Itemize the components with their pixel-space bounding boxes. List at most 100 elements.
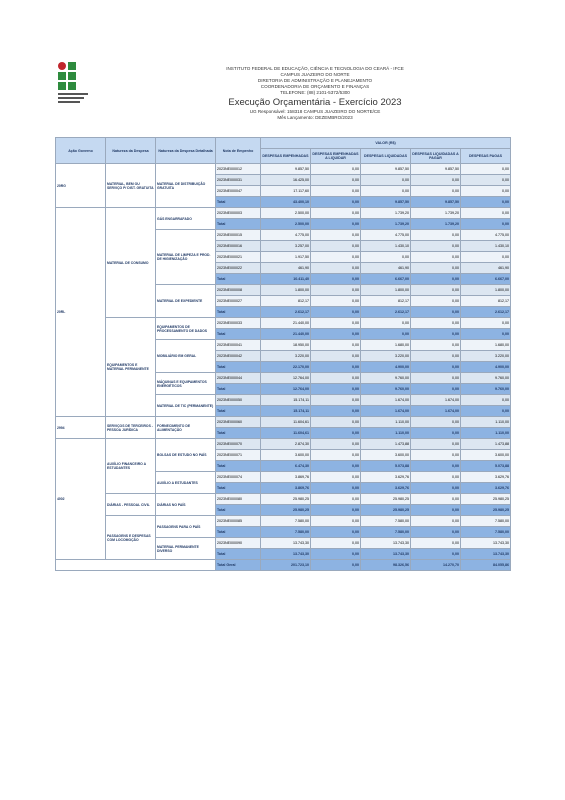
amount: 2.500,00 (260, 207, 311, 219)
amount: 2.874,30 (260, 438, 311, 450)
amount: 0,00 (410, 482, 461, 494)
group-header: VALOR (R$) (259, 137, 512, 149)
amount: 812,17 (459, 295, 512, 307)
group-cell (55, 559, 216, 571)
header-row: DESPESAS EMPENHADAS DESPESAS EMPENHADAS A… (56, 148, 512, 164)
amount: 1.800,00 (260, 284, 311, 296)
group-cell: MATERIAL DE EXPEDIENTE (155, 284, 216, 318)
group-cell: BOLSAS DE ESTUDO NO PAÍS (155, 438, 216, 472)
group-cell: DIÁRIAS NO PAÍS (155, 493, 216, 516)
amount: 0,00 (360, 328, 411, 340)
amount: 0,00 (310, 229, 361, 241)
amount: 0,00 (310, 273, 361, 285)
amount: 14.270,70 (410, 559, 461, 571)
amount: 6.667,00 (360, 273, 411, 285)
group-cell: DIÁRIAS - PESSOAL CIVIL (105, 493, 156, 516)
commitment-note: 2023NE000016 (215, 240, 261, 252)
group-cell: 4002 (55, 438, 106, 560)
header-line: INSTITUTO FEDERAL DE EDUCAÇÃO, CIÊNCIA E… (226, 66, 404, 71)
amount: 0,00 (310, 317, 361, 329)
commitment-note: Total Geral (215, 559, 261, 571)
amount: 0,00 (360, 251, 411, 263)
amount: 7.580,00 (260, 515, 311, 527)
amount: 4.775,00 (260, 229, 311, 241)
column-header: Nota de Empenho (215, 137, 261, 164)
amount: 0,00 (310, 482, 361, 494)
amount: 0,00 (310, 515, 361, 527)
amount: 9.857,50 (410, 196, 461, 208)
amount: 21.440,00 (260, 328, 311, 340)
group-cell: EQUIPAMENTOS E MATERIAL PERMANENTE (105, 317, 156, 417)
amount: 0,00 (410, 174, 461, 186)
amount: 2.612,17 (360, 306, 411, 318)
amount: 0,00 (410, 317, 461, 329)
amount: 13.743,30 (360, 548, 411, 560)
amount: 1.739,20 (410, 207, 461, 219)
amount: 2.612,17 (459, 306, 512, 318)
commitment-note: Total (215, 306, 261, 318)
amount: 0,00 (310, 383, 361, 395)
amount: 9.760,00 (459, 383, 512, 395)
subtitle: UG Responsável: 158318 CAMPUS JUAZEIRO D… (249, 109, 381, 114)
amount: 4.775,00 (459, 229, 512, 241)
amount: 22.170,00 (260, 361, 311, 373)
amount: 84.055,86 (459, 559, 512, 571)
data-row: 2023NE000016 3.257,00 0,00 1.430,10 0,00 1.43… (56, 240, 512, 252)
amount: 1.430,10 (360, 240, 411, 252)
amount: 3.220,00 (260, 350, 311, 362)
amount: 0,00 (310, 361, 361, 373)
amount: 3.629,76 (360, 471, 411, 483)
logo (58, 62, 88, 103)
amount: 0,00 (410, 372, 461, 384)
amount: 0,00 (410, 471, 461, 483)
amount: 0,00 (310, 350, 361, 362)
amount: 0,00 (310, 504, 361, 516)
amount: 0,00 (410, 262, 461, 274)
commitment-note: 2023NE000022 (215, 262, 261, 274)
data-row: 4002 AUXÍLIO FINANCEIRO A ESTUDANTES BOLSA… (55, 438, 512, 560)
amount: 3.869,76 (260, 482, 311, 494)
header-line: DIRETORIA DE ADMINISTRAÇÃO E PLANEJAMENT… (257, 78, 373, 83)
group-cell: 2994 (55, 416, 106, 439)
amount: 3.629,76 (360, 482, 411, 494)
amount: 0,00 (459, 185, 512, 197)
header-line: COORDENADORIA DE ORÇAMENTO E FINANÇAS (260, 84, 370, 89)
amount: 1.739,20 (360, 218, 411, 230)
header-line: TELEFONE: (88) 2101-5372/5300 (280, 90, 350, 95)
amount: 0,00 (459, 163, 512, 175)
commitment-note: 2023NE000085 (215, 515, 261, 527)
group-cell: MATERIAL PERMANENTE DIVERSO (155, 537, 216, 560)
amount: 0,00 (310, 328, 361, 340)
amount: 0,00 (310, 185, 361, 197)
amount: 0,00 (310, 284, 361, 296)
commitment-note: 2023NE000070 (215, 438, 261, 450)
commitment-note: Total (215, 328, 261, 340)
amount: 0,00 (410, 493, 461, 505)
amount: 7.580,00 (360, 526, 411, 538)
amount: 3.600,00 (360, 449, 411, 461)
amount: 9.760,00 (360, 372, 411, 384)
amount: 1.739,20 (360, 207, 411, 219)
total-row: Total 2.500,00 0,00 1.739,20 1.739,20 0,00 (56, 218, 512, 230)
amount: 0,00 (310, 306, 361, 318)
amount: 0,00 (410, 361, 461, 373)
amount: 1.674,00 (360, 394, 411, 406)
amount: 0,00 (310, 548, 361, 560)
amount: 4.900,00 (459, 361, 512, 373)
column-header: Natureza da Despesa (105, 137, 156, 164)
data-row: MÁQUINAS E EQUIPAMENTOS ENERGÉTICOS 2023N… (56, 372, 512, 395)
amount: 2.612,17 (260, 306, 311, 318)
column-header: DESPESAS LIQUIDADAS A PAGAR (410, 148, 461, 164)
amount: 13.743,30 (260, 548, 311, 560)
data-row: 20RG MATERIAL, BEM OU SERVIÇO P/ DIST. GR… (55, 163, 512, 208)
amount: 7.580,00 (260, 526, 311, 538)
amount: 0,00 (360, 185, 411, 197)
amount: 0,00 (410, 449, 461, 461)
commitment-note: 2023NE000033 (215, 317, 261, 329)
amount: 6.667,00 (459, 273, 512, 285)
group-cell: EQUIPAMENTOS DE PROCESSAMENTO DE DADOS (155, 317, 216, 340)
amount: 3.220,00 (360, 350, 411, 362)
amount: 0,00 (410, 537, 461, 549)
amount: 0,00 (310, 559, 361, 571)
amount: 0,00 (410, 251, 461, 263)
